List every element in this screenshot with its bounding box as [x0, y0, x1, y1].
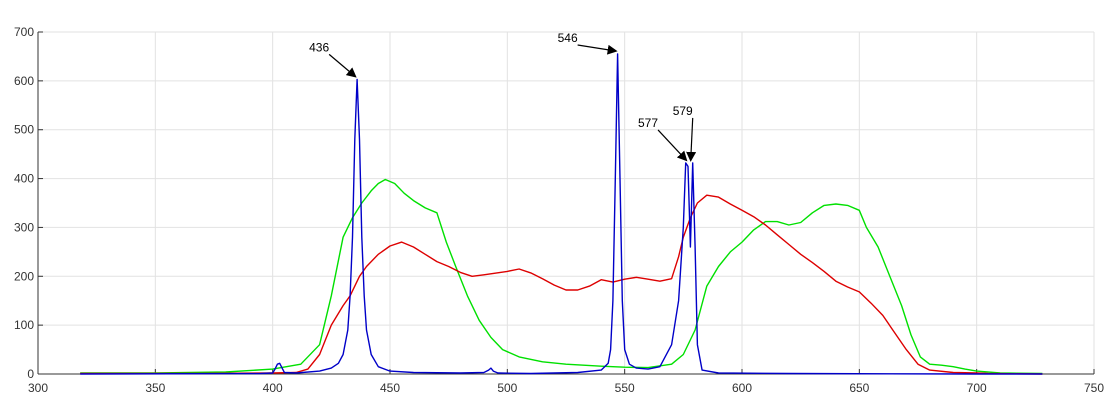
- x-tick-label: 650: [849, 381, 869, 395]
- y-tick-label: 200: [14, 269, 34, 283]
- y-tick-label: 700: [14, 25, 34, 39]
- y-tick-label: 400: [14, 172, 34, 186]
- x-tick-label: 300: [28, 381, 48, 395]
- x-tick-label: 600: [732, 381, 752, 395]
- y-tick-label: 0: [27, 367, 34, 381]
- series-group: [80, 53, 1043, 375]
- y-tick-label: 500: [14, 123, 34, 137]
- annotation-arrow: [577, 44, 618, 55]
- annotation-label: 436: [309, 40, 329, 54]
- x-tick-label: 750: [1084, 381, 1104, 395]
- axes: 300 350 400 450 500 550 600 650 700 750 0 100 200 300…: [14, 25, 1104, 395]
- annotations: 436 546 577 579: [309, 31, 697, 162]
- x-tick-label: 500: [497, 381, 517, 395]
- x-tick-label: 450: [380, 381, 400, 395]
- annotation-arrow: [328, 53, 357, 78]
- x-tick-label: 400: [263, 381, 283, 395]
- annotation-label: 579: [673, 104, 693, 118]
- y-tick-label: 600: [14, 74, 34, 88]
- x-tick-label: 550: [615, 381, 635, 395]
- x-tick-label: 350: [145, 381, 165, 395]
- red-series-line: [80, 194, 1043, 375]
- annotation-arrow: [686, 117, 697, 162]
- x-tick-label: 700: [967, 381, 987, 395]
- annotation-label: 546: [558, 31, 578, 45]
- y-tick-label: 100: [14, 318, 34, 332]
- grid: [38, 31, 1095, 374]
- y-tick-label: 300: [14, 220, 34, 234]
- annotation-arrow: [657, 129, 688, 162]
- blue-series-line: [80, 53, 1043, 375]
- annotation-label: 577: [638, 116, 658, 130]
